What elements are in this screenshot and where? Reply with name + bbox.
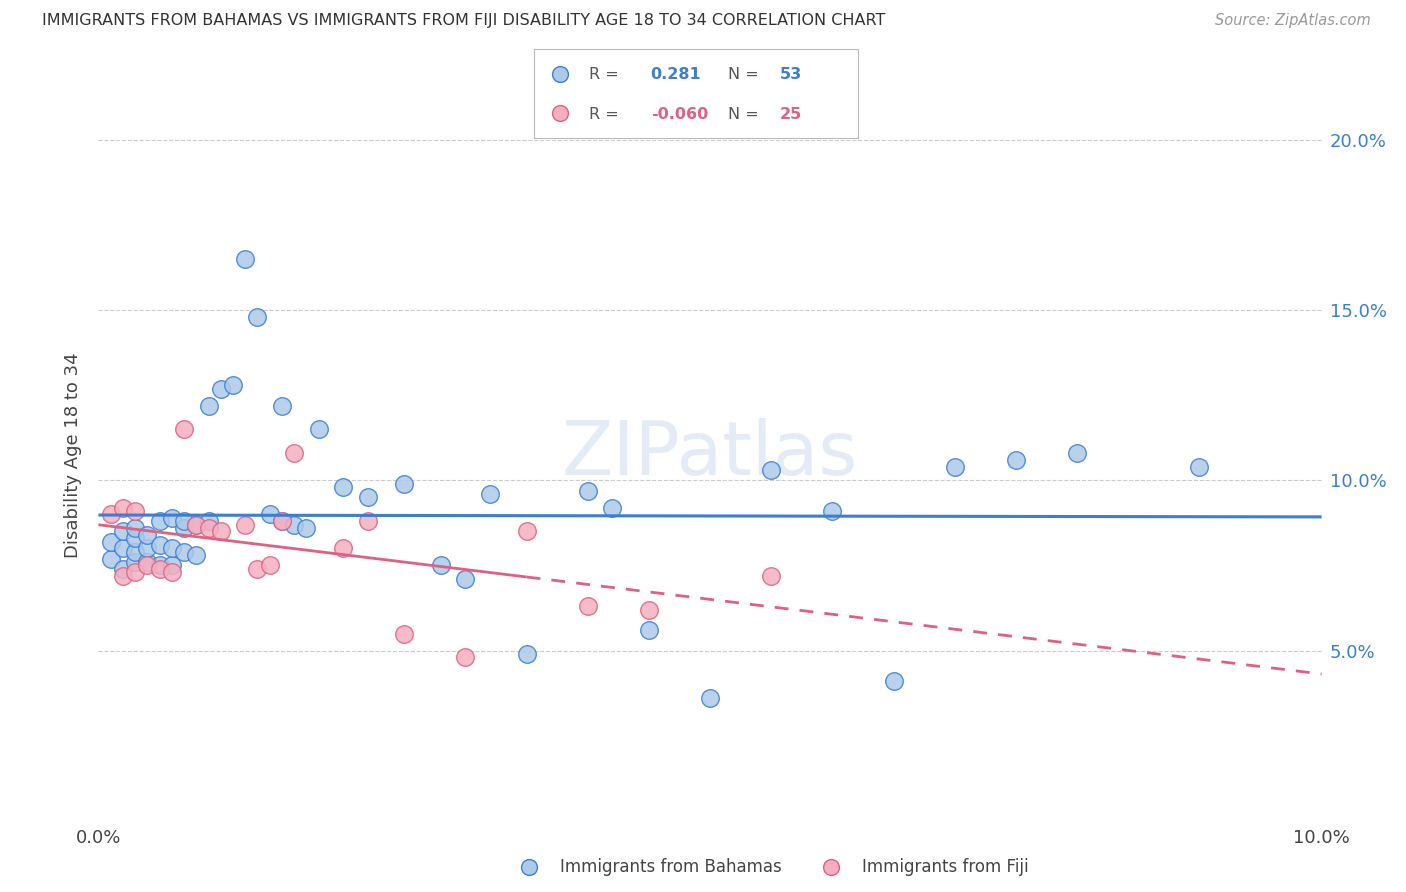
Point (222, 378, 245, 392)
Point (160, 541, 183, 556)
Point (516, 524, 538, 539)
Point (295, 521, 318, 535)
Text: -0.060: -0.060 (651, 107, 709, 121)
Point (197, 521, 219, 535)
Text: 25: 25 (780, 107, 803, 121)
Point (548, 106, 571, 120)
Point (233, 252, 256, 267)
Point (111, 500, 134, 515)
Point (160, 558, 183, 573)
Point (173, 422, 195, 436)
Y-axis label: Disability Age 18 to 34: Disability Age 18 to 34 (65, 352, 83, 558)
Point (246, 562, 269, 576)
Point (392, 476, 416, 491)
Point (259, 558, 281, 573)
Point (699, 691, 721, 706)
Point (478, 487, 501, 501)
Point (600, 500, 623, 515)
Point (149, 514, 172, 528)
Point (1066, 446, 1088, 460)
Point (136, 541, 159, 556)
Text: Immigrants from Bahamas: Immigrants from Bahamas (560, 858, 782, 877)
Point (548, 67, 571, 81)
Point (519, 860, 541, 874)
Point (637, 603, 661, 617)
Point (283, 446, 305, 460)
Point (637, 623, 661, 637)
Point (197, 514, 219, 528)
Text: Immigrants from Fiji: Immigrants from Fiji (862, 858, 1029, 877)
Point (270, 514, 292, 528)
Point (100, 508, 122, 522)
Point (233, 517, 256, 532)
Text: ZIPatlas: ZIPatlas (562, 418, 858, 491)
Point (1004, 453, 1026, 467)
Point (270, 514, 292, 528)
Point (356, 491, 378, 505)
Point (454, 572, 477, 586)
Text: 53: 53 (780, 68, 803, 82)
Text: N =: N = (728, 68, 759, 82)
Point (186, 549, 208, 563)
Point (111, 541, 134, 556)
Point (943, 459, 966, 474)
Point (136, 555, 159, 569)
Point (270, 399, 292, 413)
Point (332, 480, 354, 494)
Point (576, 599, 599, 614)
Point (821, 504, 844, 518)
Point (759, 568, 782, 582)
Text: N =: N = (728, 107, 759, 121)
Point (124, 531, 146, 545)
Point (111, 562, 134, 576)
Point (124, 566, 146, 580)
Point (186, 517, 208, 532)
Point (209, 382, 232, 396)
Point (356, 514, 378, 528)
Point (186, 517, 208, 532)
Point (136, 528, 159, 542)
Point (1188, 459, 1211, 474)
Point (124, 555, 146, 569)
Point (820, 860, 842, 874)
Point (259, 508, 281, 522)
Text: R =: R = (589, 107, 619, 121)
Point (283, 517, 305, 532)
Point (209, 524, 232, 539)
Point (100, 534, 122, 549)
Point (516, 647, 538, 661)
Text: IMMIGRANTS FROM BAHAMAS VS IMMIGRANTS FROM FIJI DISABILITY AGE 18 TO 34 CORRELAT: IMMIGRANTS FROM BAHAMAS VS IMMIGRANTS FR… (42, 13, 886, 29)
Point (124, 545, 146, 559)
Point (173, 521, 195, 535)
Point (430, 558, 453, 573)
Point (100, 551, 122, 566)
Point (759, 463, 782, 477)
Point (160, 511, 183, 525)
Point (576, 483, 599, 498)
Point (111, 524, 134, 539)
Point (197, 399, 219, 413)
Point (149, 538, 172, 552)
Point (883, 674, 905, 689)
Text: Source: ZipAtlas.com: Source: ZipAtlas.com (1215, 13, 1371, 29)
Point (173, 514, 195, 528)
Point (160, 566, 183, 580)
Point (392, 626, 416, 640)
Point (308, 422, 330, 436)
Point (149, 558, 172, 573)
Point (332, 541, 354, 556)
Point (149, 562, 172, 576)
Text: 0.281: 0.281 (651, 68, 702, 82)
Point (124, 521, 146, 535)
Point (111, 568, 134, 582)
Point (124, 504, 146, 518)
Point (136, 558, 159, 573)
Point (454, 650, 477, 665)
Point (246, 310, 269, 325)
Text: R =: R = (589, 68, 619, 82)
Point (173, 545, 195, 559)
